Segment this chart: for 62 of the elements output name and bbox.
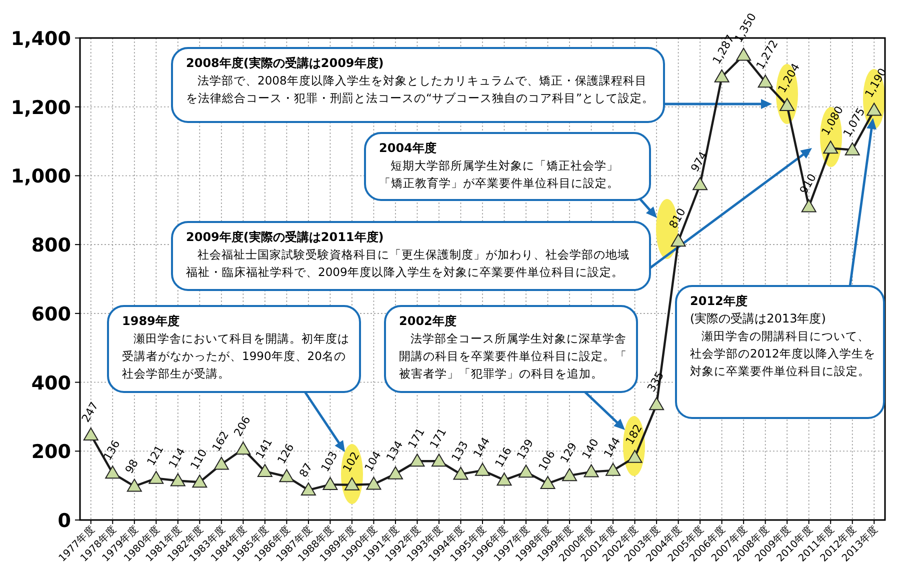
point xyxy=(410,454,425,467)
point xyxy=(670,234,686,247)
point xyxy=(257,464,272,477)
point xyxy=(126,478,142,492)
point xyxy=(714,69,730,82)
point xyxy=(431,454,446,467)
annotation: (実際の受講は2013年度) xyxy=(690,312,826,326)
point xyxy=(606,462,621,476)
annotation: 短期大学部所属学生対象に「矯正社会学」「矯正教育学」が卒業要件単位科目に設定。 xyxy=(379,158,619,190)
annotation: 瀬田学舎の開講科目について、社会学部の2012年度以降入学生を対象に卒業要件単位科目に設定。 xyxy=(690,329,876,378)
annotation: 法学部全コース所属学生対象に深草学舎開講の科目を卒業要件単位科目に設定。「被害者学」「犯罪学」の科目を追加。 xyxy=(399,332,627,380)
point xyxy=(236,442,251,455)
annotation: 2002年度 xyxy=(399,314,456,328)
point xyxy=(170,473,186,486)
point xyxy=(866,102,882,116)
y-tick-label: 400 xyxy=(31,372,71,394)
point xyxy=(823,140,838,154)
data-label: 171 xyxy=(427,426,450,451)
point xyxy=(496,472,512,486)
point xyxy=(844,142,860,156)
point xyxy=(148,470,164,484)
point xyxy=(388,466,403,480)
point xyxy=(366,476,382,490)
point xyxy=(584,464,599,478)
point xyxy=(279,469,294,482)
y-tick-label: 200 xyxy=(31,441,71,464)
point xyxy=(540,476,556,490)
y-tick-label: 800 xyxy=(31,234,71,257)
point xyxy=(692,177,708,190)
point xyxy=(453,466,468,480)
point xyxy=(801,199,816,212)
data-label: 171 xyxy=(406,426,428,451)
point xyxy=(105,466,120,479)
annotation: 2009年度(実際の受講は2011年度) xyxy=(186,230,384,244)
point xyxy=(780,98,795,111)
y-tick-label: 1,200 xyxy=(10,96,71,119)
point xyxy=(736,48,752,61)
point xyxy=(627,450,642,463)
annotation: 2004年度 xyxy=(379,141,436,155)
annotation: 1989年度 xyxy=(122,314,180,328)
y-tick-label: 600 xyxy=(31,303,71,326)
point xyxy=(649,397,664,410)
point xyxy=(475,462,490,476)
point xyxy=(518,464,534,478)
annotation: 社会福祉士国家試験受験資格科目に「更生保護制度」が加わり、社会学部の地域福祉・臨床福祉学科で、2009年度以降入学生を対象に卒業要件単位科目に設定。 xyxy=(186,248,630,279)
point xyxy=(300,482,316,496)
annotation: 瀬田学舎において科目を開講。初年度は受講者がなかったが、1990年度、20名の社会学部生が受講。 xyxy=(122,332,350,380)
point xyxy=(562,468,578,482)
y-tick-label: 0 xyxy=(58,510,71,532)
y-tick-label: 1,400 xyxy=(10,28,71,50)
point xyxy=(192,474,208,488)
point xyxy=(758,74,773,88)
point xyxy=(83,427,98,440)
point xyxy=(344,477,360,490)
data-label: 87 xyxy=(296,460,316,480)
y-tick-label: 1,000 xyxy=(10,166,71,188)
point xyxy=(322,477,338,490)
data-label: 98 xyxy=(122,457,141,476)
point xyxy=(214,456,229,470)
annotation: 2012年度 xyxy=(690,294,748,308)
annotation: 法学部で、2008年度以降入学生を対象としたカリキュラムで、矯正・保護課程科目を法律総合コース・犯罪・刑罰と法コースの“サブコース独自のコア科目”として設定。 xyxy=(186,74,654,105)
annotation: 2008年度(実際の受講は2009年度) xyxy=(186,56,384,70)
